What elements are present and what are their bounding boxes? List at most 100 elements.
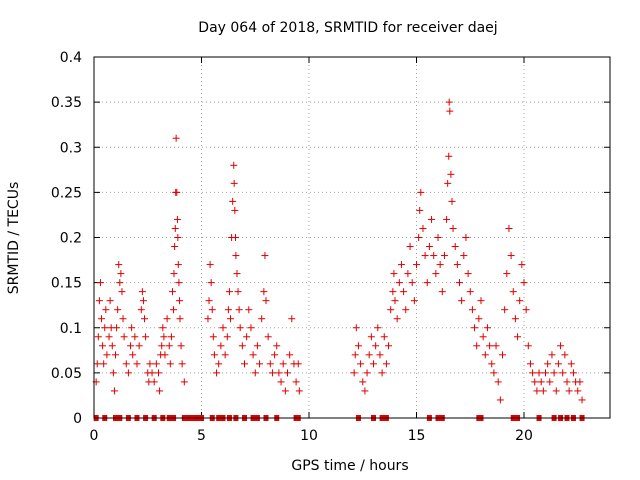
- data-point: [428, 215, 436, 223]
- data-point: [204, 315, 212, 323]
- y-tick-label: 0.25: [51, 185, 82, 201]
- y-tick-label: 0.15: [51, 276, 82, 292]
- y-tick-label: 0.3: [60, 140, 82, 156]
- data-point: [524, 342, 532, 350]
- data-point: [546, 378, 554, 386]
- data-point: [112, 351, 119, 359]
- data-point: [93, 360, 101, 368]
- data-point: [391, 297, 399, 305]
- data-point: [350, 369, 358, 377]
- data-point: [378, 369, 386, 377]
- data-point: [395, 279, 403, 287]
- data-point: [124, 369, 132, 377]
- data-point: [256, 360, 264, 368]
- data-point: [404, 270, 412, 278]
- data-point: [261, 252, 269, 260]
- data-point: [247, 324, 255, 332]
- data-point: [236, 324, 244, 332]
- data-point: [372, 342, 380, 350]
- data-point: [152, 360, 160, 368]
- data-point: [142, 333, 150, 341]
- data-point: [486, 342, 494, 350]
- data-point: [159, 324, 167, 332]
- data-point: [436, 261, 444, 269]
- data-point: [359, 378, 367, 386]
- data-point: [139, 297, 147, 305]
- data-point: [416, 206, 424, 214]
- data-point: [176, 297, 184, 305]
- data-point: [277, 378, 285, 386]
- data-point: [177, 342, 185, 350]
- data-point: [475, 315, 483, 323]
- data-point: [174, 261, 182, 269]
- data-point: [94, 333, 102, 341]
- data-point: [118, 288, 126, 296]
- data-point: [574, 387, 582, 395]
- data-point: [161, 351, 169, 359]
- data-point: [173, 188, 181, 196]
- data-point: [415, 234, 423, 241]
- data-point: [397, 261, 405, 269]
- data-point: [171, 243, 179, 251]
- data-point: [552, 387, 560, 395]
- data-point: [565, 387, 573, 395]
- data-point: [423, 279, 431, 287]
- data-point: [232, 252, 240, 260]
- x-tick-label: 20: [515, 428, 533, 444]
- data-point: [253, 342, 261, 350]
- data-point: [113, 324, 121, 332]
- data-point: [131, 333, 139, 341]
- data-point: [148, 369, 156, 377]
- data-point: [233, 270, 241, 278]
- chart-title: Day 064 of 2018, SRMTID for receiver dae…: [198, 20, 497, 36]
- data-point: [109, 369, 117, 377]
- data-point: [171, 224, 179, 232]
- data-point: [258, 315, 266, 323]
- data-point: [406, 243, 414, 251]
- data-point: [223, 333, 231, 341]
- data-point: [251, 369, 259, 377]
- data-point: [294, 360, 302, 368]
- data-point: [363, 369, 371, 377]
- data-point: [238, 342, 246, 350]
- data-point: [266, 360, 274, 368]
- data-point: [445, 152, 453, 160]
- data-point: [207, 279, 215, 287]
- data-point: [120, 333, 128, 341]
- data-point: [100, 360, 108, 368]
- data-point: [481, 351, 489, 359]
- data-point: [432, 270, 440, 278]
- data-point: [281, 387, 289, 395]
- data-point: [466, 288, 474, 296]
- data-point: [133, 360, 141, 368]
- data-point: [165, 342, 173, 350]
- data-point: [563, 378, 571, 386]
- data-point: [451, 243, 459, 251]
- data-point: [99, 342, 107, 350]
- data-point: [483, 324, 491, 332]
- data-point: [449, 224, 457, 232]
- data-point: [167, 333, 175, 341]
- data-point: [460, 252, 468, 260]
- data-point: [576, 378, 584, 386]
- data-point: [275, 369, 283, 377]
- data-point: [526, 360, 534, 368]
- data-point: [444, 179, 452, 187]
- data-point: [554, 360, 562, 368]
- data-point: [101, 324, 109, 332]
- data-point: [446, 107, 454, 115]
- data-point: [374, 324, 382, 332]
- data-point: [453, 261, 461, 269]
- data-point: [174, 234, 182, 241]
- data-point: [156, 387, 164, 395]
- data-point: [430, 252, 438, 260]
- data-point: [365, 351, 373, 359]
- data-point: [286, 351, 294, 359]
- data-point: [245, 306, 253, 314]
- plot-frame: [93, 56, 611, 419]
- data-point: [548, 351, 556, 359]
- data-point: [106, 297, 114, 305]
- data-point: [537, 378, 545, 386]
- data-point: [488, 360, 496, 368]
- data-point: [354, 342, 362, 350]
